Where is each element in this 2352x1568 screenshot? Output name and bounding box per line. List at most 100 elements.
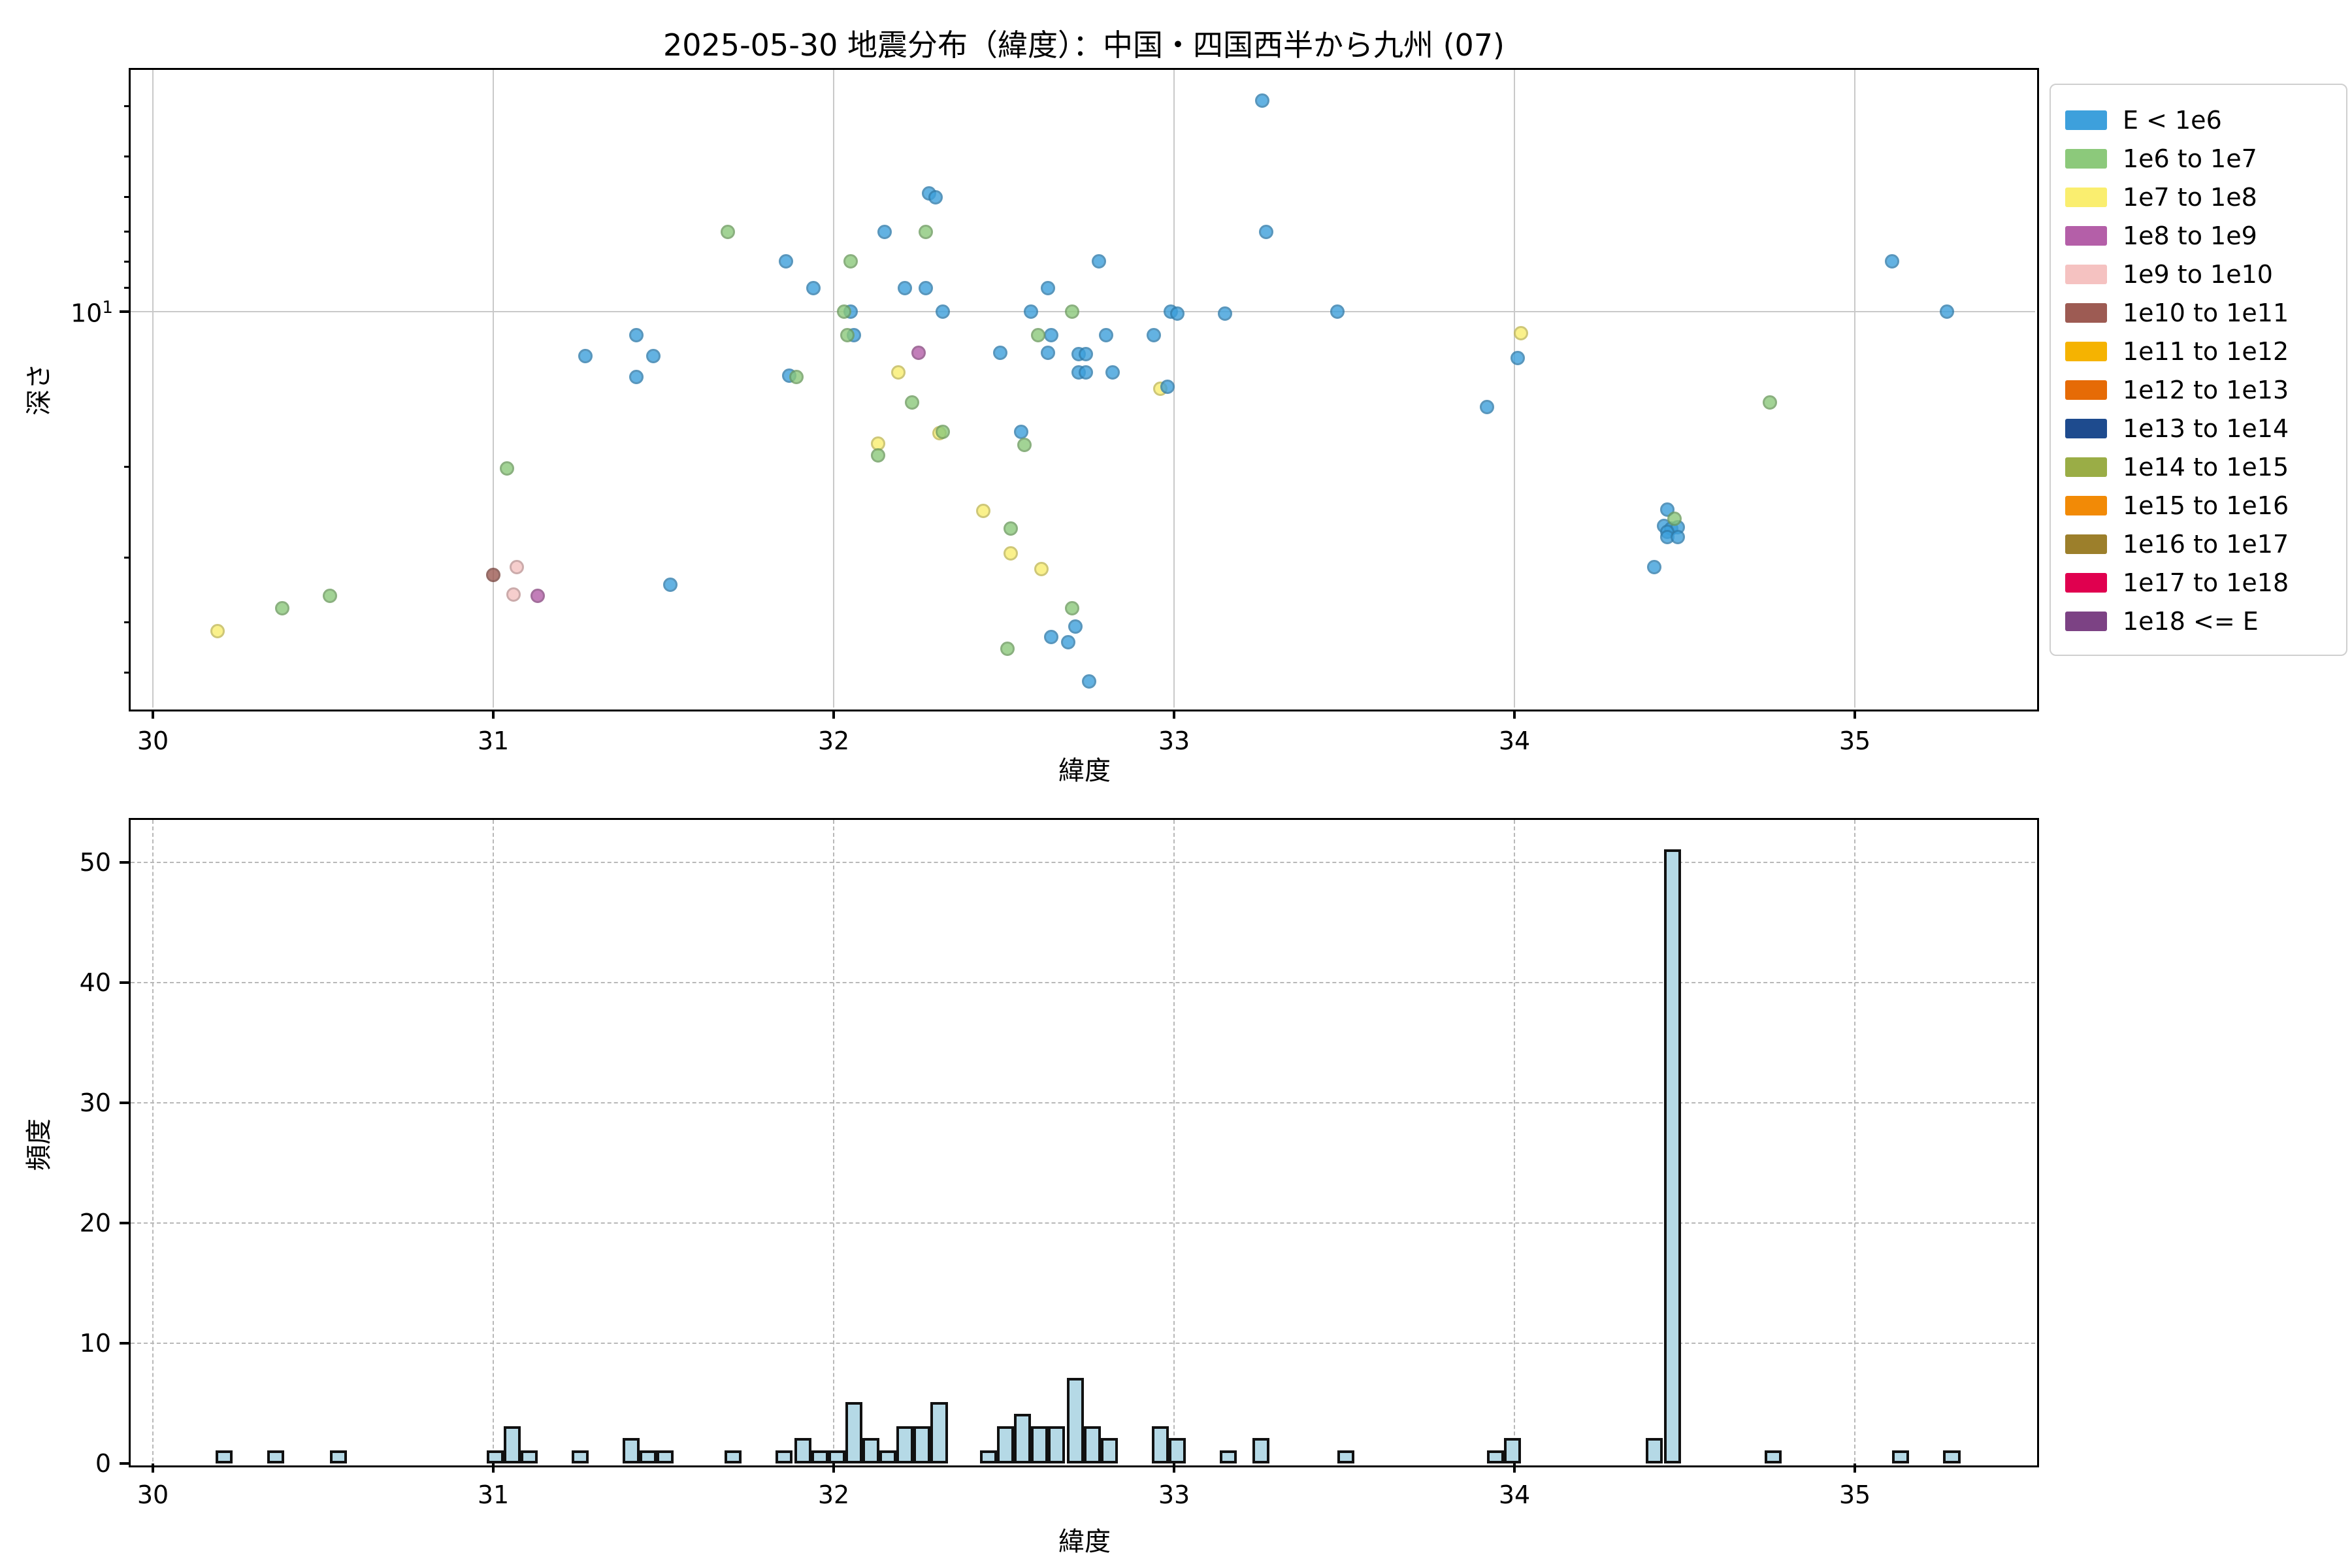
legend-label: 1e8 to 1e9 (2123, 221, 2257, 250)
scatter-y-minor-tick (124, 231, 131, 233)
hist-gridline-v (1514, 820, 1515, 1462)
scatter-x-tick-label: 32 (817, 727, 850, 755)
scatter-x-tick-label: 33 (1158, 727, 1190, 755)
legend-swatch (2065, 457, 2107, 477)
legend-swatch (2065, 265, 2107, 284)
legend-label: 1e11 to 1e12 (2123, 337, 2289, 366)
legend-label: 1e16 to 1e17 (2123, 530, 2289, 559)
legend-label: E < 1e6 (2123, 106, 2222, 135)
histogram-bar (725, 1450, 742, 1463)
scatter-point (1078, 347, 1093, 362)
histogram-bar (267, 1450, 284, 1463)
histogram-bar (486, 1450, 504, 1463)
scatter-point (1030, 327, 1045, 342)
scatter-point (1105, 365, 1120, 380)
scatter-point (1511, 351, 1526, 366)
scatter-plot-area (129, 68, 2039, 711)
scatter-point (1514, 325, 1529, 340)
scatter-point (1667, 512, 1682, 527)
legend-label: 1e15 to 1e16 (2123, 491, 2289, 520)
hist-x-tick-label: 34 (1498, 1480, 1531, 1509)
scatter-point (877, 224, 892, 239)
scatter-point (1170, 306, 1185, 321)
histogram-bar (879, 1450, 897, 1463)
histogram-bar (862, 1438, 880, 1463)
histogram-bar (913, 1426, 931, 1463)
legend-item: 1e10 to 1e11 (2051, 295, 2346, 331)
hist-gridline-h (131, 1222, 2035, 1224)
hist-gridline-h (131, 1343, 2035, 1344)
scatter-point (1000, 642, 1015, 657)
scatter-gridline-v (1514, 70, 1515, 708)
scatter-point (890, 365, 906, 380)
histogram-bar (216, 1450, 233, 1463)
histogram-bar (503, 1426, 521, 1463)
hist-y-tick (120, 1342, 131, 1345)
scatter-x-tick (152, 710, 154, 719)
hist-gridline-h (131, 1102, 2035, 1103)
scatter-point (1671, 529, 1686, 544)
scatter-x-axis-label: 緯度 (1058, 756, 1111, 786)
scatter-point (510, 560, 525, 575)
legend-item: 1e18 <= E (2051, 603, 2346, 640)
scatter-y-major-tick-label: 101 (71, 298, 113, 328)
histogram-bar (930, 1402, 948, 1463)
scatter-point (1044, 630, 1059, 645)
legend-label: 1e12 to 1e13 (2123, 376, 2289, 404)
hist-y-tick (120, 1462, 131, 1465)
hist-y-tick-label: 0 (95, 1449, 111, 1478)
scatter-point (1041, 345, 1056, 360)
scatter-x-tick (1513, 710, 1516, 719)
scatter-gridline-v (833, 70, 834, 708)
histogram-bar (1337, 1450, 1355, 1463)
scatter-point (662, 577, 678, 592)
legend-item: 1e12 to 1e13 (2051, 372, 2346, 408)
legend-label: 1e14 to 1e15 (2123, 453, 2289, 482)
scatter-point (530, 588, 545, 603)
histogram-bar (520, 1450, 538, 1463)
scatter-gridline-v (1854, 70, 1855, 708)
histogram-bar (657, 1450, 674, 1463)
hist-x-tick-label: 35 (1838, 1480, 1871, 1509)
legend-swatch (2065, 342, 2107, 361)
scatter-point (1646, 560, 1661, 575)
figure-title: 2025-05-30 地震分布（緯度）：中国・四国西半から九州 (07) (663, 27, 1505, 63)
legend-label: 1e9 to 1e10 (2123, 260, 2273, 289)
legend-swatch (2065, 380, 2107, 400)
scatter-point (928, 189, 943, 204)
scatter-point (911, 345, 926, 360)
legend-swatch (2065, 226, 2107, 246)
scatter-point (1003, 546, 1018, 561)
scatter-point (1034, 561, 1049, 576)
histogram-bar (1152, 1426, 1169, 1463)
scatter-point (918, 280, 933, 295)
scatter-point (898, 280, 913, 295)
legend-item: 1e8 to 1e9 (2051, 218, 2346, 254)
legend-label: 1e18 <= E (2123, 607, 2259, 636)
histogram-bar (794, 1438, 812, 1463)
histogram-bar (640, 1450, 657, 1463)
histogram-bar (811, 1450, 829, 1463)
scatter-point (1160, 380, 1175, 395)
hist-y-tick (120, 1102, 131, 1104)
scatter-x-tick-label: 35 (1838, 727, 1871, 755)
legend-swatch (2065, 149, 2107, 169)
histogram-bar (1169, 1438, 1186, 1463)
scatter-point (1258, 224, 1273, 239)
scatter-y-minor-tick (124, 260, 131, 263)
histogram-bar (1504, 1438, 1522, 1463)
hist-x-tick (1854, 1463, 1856, 1473)
legend-item: 1e15 to 1e16 (2051, 487, 2346, 524)
scatter-point (1762, 395, 1777, 410)
scatter-point (1068, 619, 1083, 634)
histogram-y-axis-label: 頻度 (24, 1119, 54, 1171)
scatter-point (1044, 327, 1059, 342)
hist-y-tick (120, 1222, 131, 1224)
histogram-bar (1066, 1378, 1084, 1463)
legend: E < 1e6 1e6 to 1e7 1e7 to 1e8 1e8 to 1e9 1e9… (2050, 84, 2347, 656)
histogram-bar (571, 1450, 589, 1463)
scatter-point (499, 461, 514, 476)
legend-label: 1e13 to 1e14 (2123, 414, 2289, 443)
scatter-point (721, 224, 736, 239)
scatter-y-minor-tick (124, 671, 131, 674)
